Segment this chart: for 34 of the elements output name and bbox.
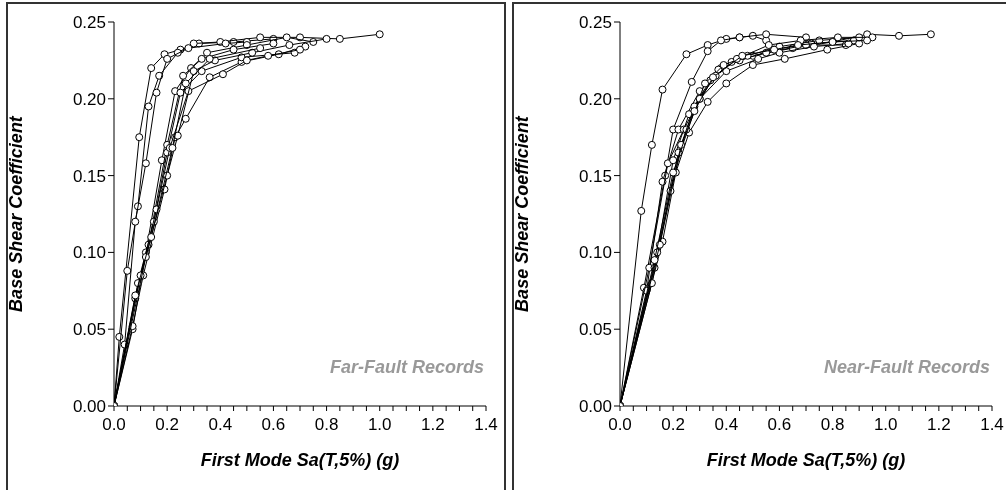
y-tick-label: 0.00 (72, 397, 106, 417)
y-tick-label: 0.25 (72, 13, 106, 33)
y-tick-label: 0.20 (578, 89, 612, 109)
x-tick-label: 0.8 (314, 415, 339, 434)
y-tick-label: 0.15 (578, 166, 612, 186)
x-tick-label: 0.2 (661, 415, 685, 434)
x-tick-label: 0.4 (714, 415, 739, 434)
x-tick-label: 0.6 (767, 415, 792, 434)
x-tick-label: 0.6 (261, 415, 286, 434)
y-axis-title: Base Shear Coefficient (6, 115, 27, 312)
annotation: Far-Fault Records (329, 357, 484, 378)
x-tick-label: 0.0 (102, 415, 126, 434)
y-tick-label: 0.20 (72, 89, 106, 109)
y-tick-label: 0.00 (578, 397, 612, 417)
x-tick-label: 1.2 (927, 415, 951, 434)
y-tick-label: 0.15 (72, 166, 106, 186)
x-tick-label: 0.8 (820, 415, 845, 434)
x-tick-label: 0.4 (208, 415, 233, 434)
x-tick-label: 1.0 (873, 415, 898, 434)
annotation: Near-Fault Records (823, 357, 990, 378)
y-tick-label: 0.10 (578, 243, 612, 263)
y-axis-title: Base Shear Coefficient (512, 115, 533, 312)
x-tick-label: 0.0 (608, 415, 632, 434)
x-axis-title: First Mode Sa(T,5%) (g) (200, 450, 400, 470)
x-tick-label: 0.2 (155, 415, 179, 434)
x-axis-title: First Mode Sa(T,5%) (g) (706, 450, 906, 470)
x-tick-label: 1.0 (367, 415, 392, 434)
y-tick-label: 0.10 (72, 243, 106, 263)
x-tick-label: 1.4 (474, 415, 498, 434)
x-tick-label: 1.4 (980, 415, 1004, 434)
y-tick-label: 0.25 (578, 13, 612, 33)
y-tick-label: 0.05 (72, 320, 106, 340)
y-tick-label: 0.05 (578, 320, 612, 340)
x-tick-label: 1.2 (421, 415, 445, 434)
